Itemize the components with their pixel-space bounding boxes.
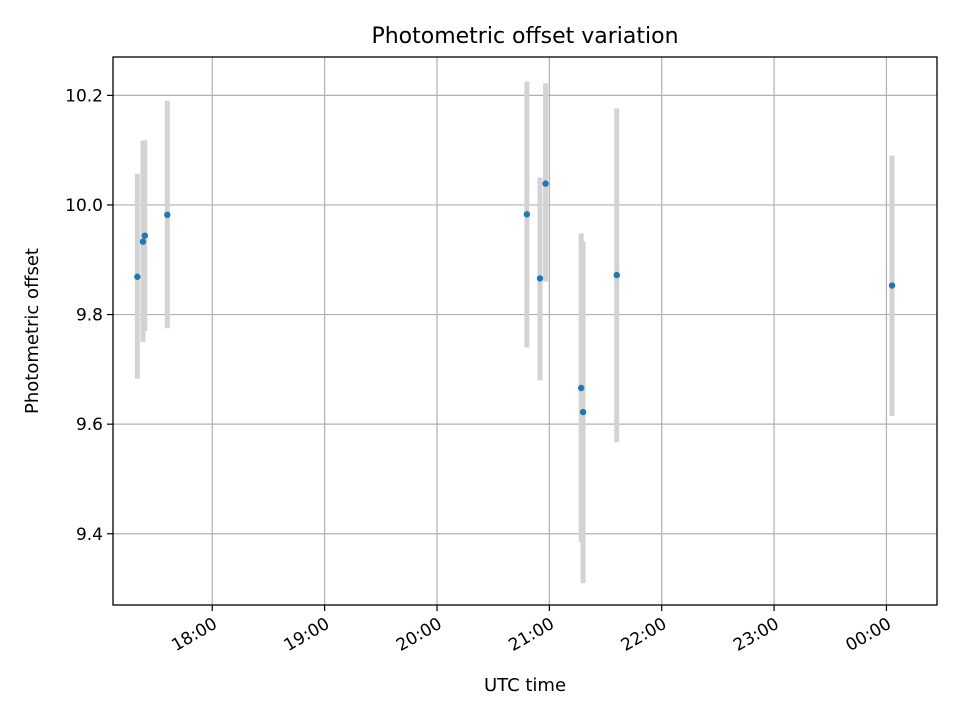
chart-title: Photometric offset variation [371,24,678,49]
y-tick-label: 9.4 [76,525,103,545]
plot-frame [112,56,938,606]
data-point [164,211,171,219]
data-point [888,282,896,289]
y-tick-label: 9.6 [76,415,103,435]
y-tick-label: 10.0 [65,196,103,216]
y-axis: 9.4 9.6 9.8 10.0 10.2 [65,86,113,545]
data-point [613,271,620,279]
data-points [134,180,896,416]
data-point [134,273,141,280]
data-point [542,180,549,187]
data-point [536,275,544,282]
data-point [577,384,585,392]
y-tick-label: 10.2 [65,86,103,106]
grid [113,57,937,605]
data-point [139,238,147,245]
data-point [523,211,531,218]
x-axis-label: UTC time [484,675,566,696]
y-tick-label: 9.8 [76,306,103,326]
data-point [579,408,587,416]
data-point [141,232,149,239]
y-axis-label: Photometric offset [22,248,43,414]
